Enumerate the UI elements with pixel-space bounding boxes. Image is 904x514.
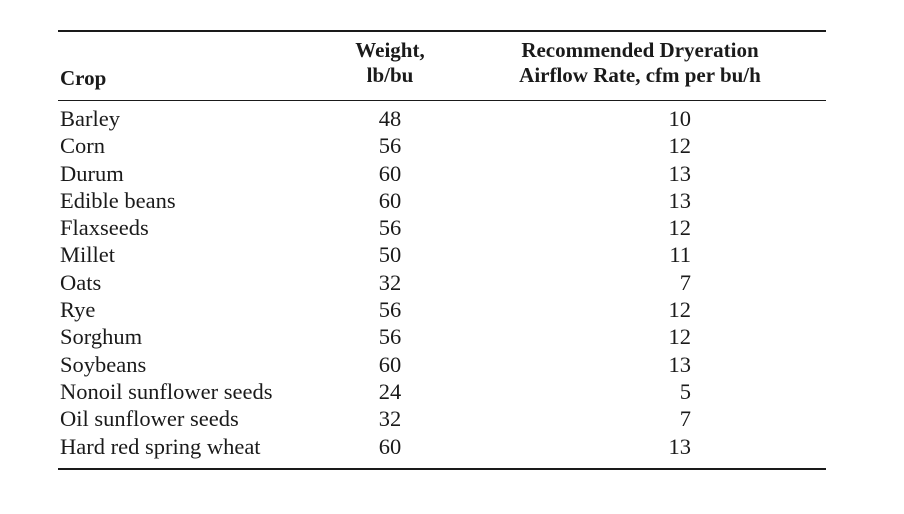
table-header: Crop Weight, lb/bu Recommended Dryeratio…: [58, 30, 826, 100]
table-bottom-rule: [58, 468, 826, 470]
cell-weight: 48: [378, 106, 402, 131]
cell-crop: Barley: [60, 106, 120, 131]
header-weight-line2: lb/bu: [366, 63, 414, 87]
table-row: Edible beans 60 13: [58, 187, 826, 214]
cell-airflow: 13: [668, 160, 692, 186]
cell-airflow: 12: [668, 324, 692, 350]
cell-airflow: 13: [668, 433, 692, 459]
table-row: Flaxseeds 56 12: [58, 214, 826, 241]
table-top-rule: [58, 30, 826, 32]
cell-weight: 60: [378, 160, 402, 186]
table-body: Barley 48 10 Corn 56 12 Durum 60 13 Edible beans 6…: [58, 105, 826, 460]
table-row: Millet 50 11: [58, 241, 826, 268]
table-row: Sorghum 56 12: [58, 323, 826, 350]
header-crop: Crop: [60, 66, 107, 90]
cell-weight: 60: [378, 433, 402, 459]
cell-weight: 56: [378, 297, 402, 323]
cell-airflow: 5: [679, 378, 691, 404]
table-row: Durum 60 13: [58, 160, 826, 187]
header-weight: Weight, lb/bu: [340, 38, 440, 88]
table-row: Oil sunflower seeds 32 7: [58, 405, 826, 432]
cell-airflow: 12: [668, 133, 692, 159]
cell-airflow: 12: [668, 215, 692, 241]
cell-weight: 32: [378, 269, 402, 295]
cell-weight: 32: [378, 406, 402, 432]
cell-weight: 60: [378, 187, 402, 213]
header-airflow-line1: Recommended Dryeration: [521, 38, 759, 62]
cell-weight: 56: [378, 324, 402, 350]
cell-crop: Millet: [60, 242, 115, 268]
cell-weight: 56: [378, 215, 402, 241]
table-row: Nonoil sunflower seeds 24 5: [58, 378, 826, 405]
cell-crop: Sorghum: [60, 324, 143, 350]
cell-crop: Corn: [60, 133, 105, 159]
cell-airflow: 7: [679, 269, 691, 295]
table-row: Oats 32 7: [58, 269, 826, 296]
cell-crop: Soybeans: [60, 351, 147, 377]
table-row: Rye 56 12: [58, 296, 826, 323]
cell-airflow: 12: [668, 297, 692, 323]
cell-crop: Rye: [60, 297, 96, 323]
cell-crop: Hard red spring wheat: [60, 433, 261, 459]
header-weight-line1: Weight,: [355, 38, 425, 62]
table-row: Barley 48 10: [58, 105, 826, 132]
cell-airflow: 11: [669, 242, 691, 268]
header-airflow-line2: Airflow Rate, cfm per bu/h: [519, 63, 761, 87]
cell-crop: Oats: [60, 269, 102, 295]
cell-airflow: 10: [668, 106, 692, 131]
cell-weight: 56: [378, 133, 402, 159]
cell-crop: Flaxseeds: [60, 215, 149, 241]
table-row: Soybeans 60 13: [58, 351, 826, 378]
cell-crop: Nonoil sunflower seeds: [60, 378, 273, 404]
header-airflow: Recommended Dryeration Airflow Rate, cfm…: [490, 38, 790, 88]
cell-weight: 60: [378, 351, 402, 377]
table-row: Hard red spring wheat 60 13: [58, 433, 826, 460]
cell-airflow: 13: [668, 187, 692, 213]
table-header-rule: [58, 100, 826, 101]
cell-weight: 24: [378, 378, 402, 404]
cell-airflow: 7: [679, 406, 691, 432]
table-row: Corn 56 12: [58, 132, 826, 159]
cell-weight: 50: [378, 242, 402, 268]
cell-airflow: 13: [668, 351, 692, 377]
cell-crop: Edible beans: [60, 187, 176, 213]
cell-crop: Oil sunflower seeds: [60, 406, 239, 432]
cell-crop: Durum: [60, 160, 124, 186]
